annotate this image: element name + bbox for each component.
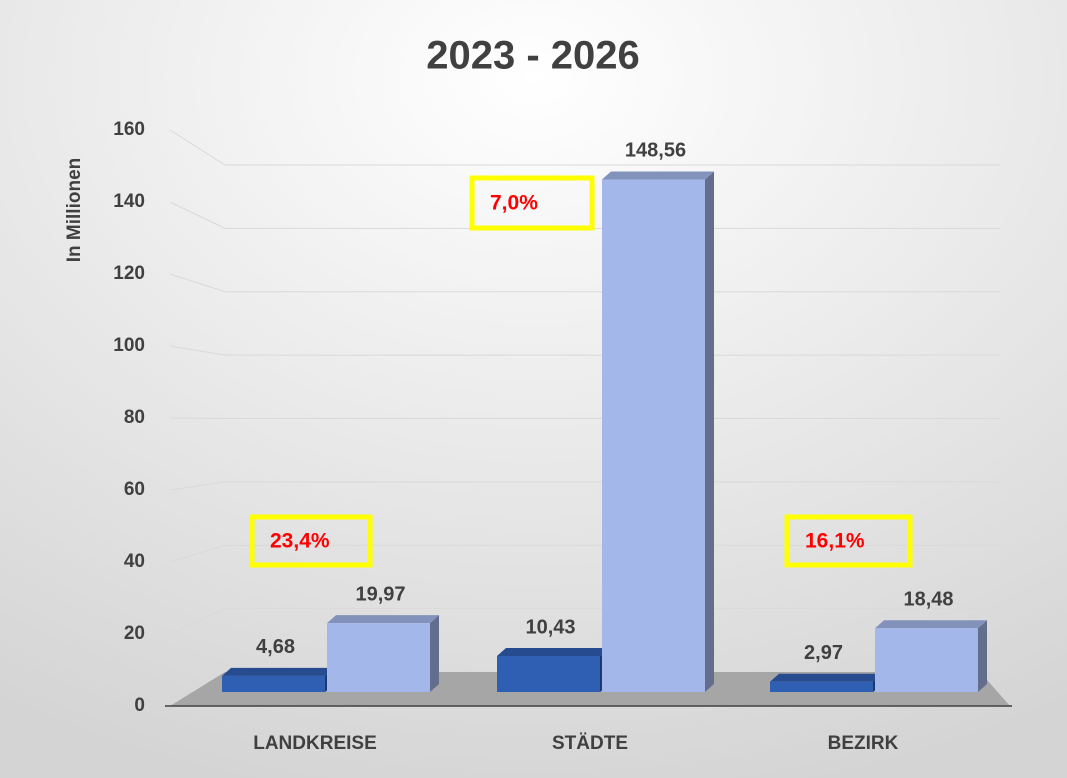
x-tick-label: LANDKREISE: [253, 733, 377, 754]
bar: [602, 179, 705, 692]
x-tick-label: BEZIRK: [828, 733, 899, 754]
bar-top: [327, 615, 439, 624]
y-tick-label: 80: [124, 407, 145, 428]
y-tick-label: 160: [113, 119, 145, 140]
y-tick-label: 40: [124, 551, 145, 572]
annotation-box: [784, 514, 913, 568]
y-tick-label: 140: [113, 191, 145, 212]
chart-title: 2023 - 2026: [426, 34, 640, 78]
y-tick-label: 120: [113, 263, 145, 284]
bar-side: [430, 615, 439, 692]
y-tick-label: 0: [134, 695, 145, 716]
grid-line: [169, 273, 1000, 293]
data-label: 148,56: [625, 140, 686, 162]
y-tick-label: 60: [124, 479, 145, 500]
grid-line: [169, 345, 1000, 356]
bar: [327, 623, 430, 692]
y-axis-label: In Millionen: [64, 158, 85, 263]
y-tick-label: 20: [124, 623, 145, 644]
bar-top: [602, 171, 714, 180]
annotation-box: [249, 514, 373, 568]
data-label: 2,97: [804, 642, 843, 664]
grid-line: [169, 481, 1000, 491]
data-label: 19,97: [355, 583, 405, 605]
bar-top: [222, 667, 334, 676]
x-tick-label: STÄDTE: [552, 733, 628, 754]
data-label: 10,43: [525, 616, 575, 638]
grid-line: [169, 201, 1000, 229]
bar: [497, 656, 600, 692]
annotation-box: [469, 175, 595, 231]
data-label: 4,68: [256, 636, 295, 658]
bar: [770, 681, 873, 692]
bar-side: [705, 171, 714, 692]
annotation: 23,4%: [270, 530, 330, 553]
grid-line: [169, 544, 1000, 563]
data-label: 18,48: [903, 589, 953, 611]
bar-side: [978, 620, 987, 692]
grid-line: [169, 417, 1000, 419]
bar-top: [497, 648, 609, 657]
y-tick-label: 100: [113, 335, 145, 356]
bar: [875, 628, 978, 692]
bar-top: [770, 673, 882, 682]
bar: [222, 675, 325, 692]
annotation: 7,0%: [490, 192, 538, 215]
bar-top: [875, 620, 987, 629]
annotation: 16,1%: [805, 530, 865, 553]
grid-line: [169, 129, 1000, 166]
grid-line: [169, 608, 1000, 635]
